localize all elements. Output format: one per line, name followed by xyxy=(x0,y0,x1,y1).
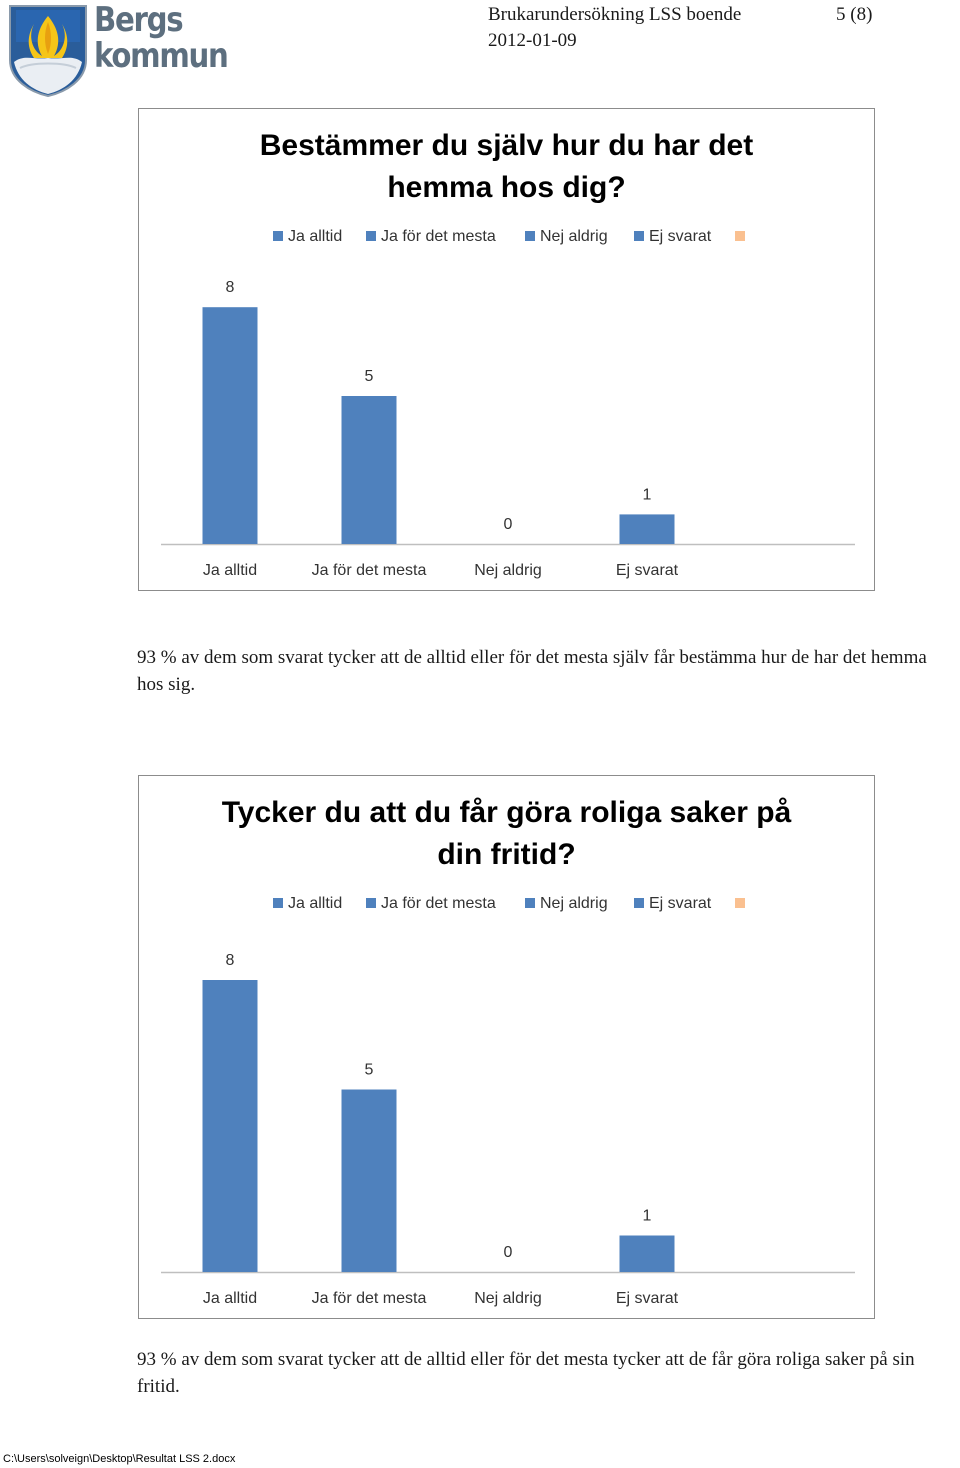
logo-text-line2: kommun xyxy=(94,36,229,76)
chart-legend: Ja alltid Ja för det mesta Nej aldrig Ej… xyxy=(139,228,874,248)
bar xyxy=(341,1089,397,1272)
category-label: Ja alltid xyxy=(203,562,257,579)
chart-plot: 8 Ja alltid 5 Ja för det mesta 0 Nej aldrig 1 E… xyxy=(161,279,855,579)
bar xyxy=(619,1235,675,1272)
data-label: 5 xyxy=(365,368,374,385)
legend-item-extra xyxy=(735,228,750,246)
category-label: Nej aldrig xyxy=(474,562,542,579)
bar xyxy=(202,980,258,1272)
legend-swatch xyxy=(525,231,535,241)
document-title: Brukarundersökning LSS boende xyxy=(488,4,742,25)
chart-title: Tycker du att du får göra roliga saker p… xyxy=(139,792,874,876)
legend-swatch xyxy=(273,231,283,241)
page-number: 5 (8) xyxy=(836,4,873,25)
legend-swatch xyxy=(525,898,535,908)
legend-item-ej-svarat: Ej svarat xyxy=(634,228,711,246)
legend-label: Ja för det mesta xyxy=(381,895,496,912)
bar xyxy=(341,396,397,544)
chart-self-determination: Bestämmer du själv hur du har det hemma … xyxy=(138,108,875,591)
legend-label: Ja alltid xyxy=(288,895,343,912)
data-label: 8 xyxy=(226,952,235,969)
legend-item-ja-alltid: Ja alltid xyxy=(273,895,342,913)
file-path-footer: C:\Users\solveign\Desktop\Resultat LSS 2… xyxy=(3,1453,236,1465)
category-label: Ej svarat xyxy=(616,562,679,579)
logo-text-line1: Bergs xyxy=(94,0,184,40)
legend-item-ej-svarat: Ej svarat xyxy=(634,895,711,913)
category-label: Nej aldrig xyxy=(474,1290,542,1307)
chart-legend: Ja alltid Ja för det mesta Nej aldrig Ej… xyxy=(139,895,874,915)
bergs-kommun-logo xyxy=(9,5,87,98)
data-label: 0 xyxy=(504,1244,513,1261)
legend-item-ja-for-det-mesta: Ja för det mesta xyxy=(366,895,496,913)
legend-label: Ej svarat xyxy=(649,895,712,912)
legend-label: Nej aldrig xyxy=(540,228,608,245)
chart-title-line2: hemma hos dig? xyxy=(387,171,626,204)
legend-label: Ja alltid xyxy=(288,228,343,245)
chart-title-line1: Bestämmer du själv hur du har det xyxy=(259,129,754,162)
data-label: 8 xyxy=(226,279,235,296)
legend-label: Nej aldrig xyxy=(540,895,608,912)
legend-item-ja-alltid: Ja alltid xyxy=(273,228,342,246)
legend-item-nej-aldrig: Nej aldrig xyxy=(525,895,608,913)
chart-title: Bestämmer du själv hur du har det hemma … xyxy=(139,125,874,209)
paragraph-result-1: 93 % av dem som svarat tycker att de all… xyxy=(137,647,927,695)
logo-wordmark: Bergs kommun xyxy=(94,0,229,76)
legend-item-extra xyxy=(735,895,750,913)
legend-swatch xyxy=(735,231,745,241)
chart-leisure-activities: Tycker du att du får göra roliga saker p… xyxy=(138,775,875,1319)
category-label: Ja för det mesta xyxy=(312,562,427,579)
legend-swatch xyxy=(634,898,644,908)
category-label: Ja för det mesta xyxy=(312,1290,427,1307)
legend-swatch xyxy=(366,898,376,908)
legend-swatch xyxy=(273,898,283,908)
document-date: 2012-01-09 xyxy=(488,30,577,51)
bar xyxy=(202,307,258,544)
legend-swatch xyxy=(366,231,376,241)
paragraph-result-2: 93 % av dem som svarat tycker att de all… xyxy=(137,1349,915,1397)
legend-item-nej-aldrig: Nej aldrig xyxy=(525,228,608,246)
category-label: Ja alltid xyxy=(203,1290,257,1307)
legend-label: Ej svarat xyxy=(649,228,712,245)
legend-swatch xyxy=(634,231,644,241)
data-label: 1 xyxy=(643,1208,652,1225)
data-label: 1 xyxy=(643,486,652,503)
bar xyxy=(619,514,675,544)
legend-item-ja-for-det-mesta: Ja för det mesta xyxy=(366,228,496,246)
chart-title-line2: din fritid? xyxy=(437,838,576,871)
data-label: 0 xyxy=(504,516,513,533)
chart-title-line1: Tycker du att du får göra roliga saker p… xyxy=(221,796,792,829)
category-label: Ej svarat xyxy=(616,1290,679,1307)
legend-swatch xyxy=(735,898,745,908)
legend-label: Ja för det mesta xyxy=(381,228,496,245)
data-label: 5 xyxy=(365,1062,374,1079)
chart-plot: 8 Ja alltid 5 Ja för det mesta 0 Nej aldrig 1 E… xyxy=(161,952,855,1307)
